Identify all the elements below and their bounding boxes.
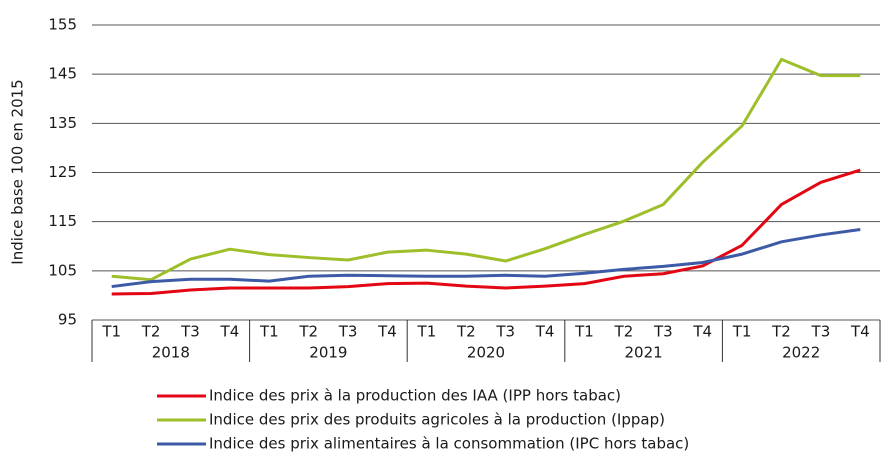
x-tick-label: T3 bbox=[180, 323, 200, 341]
x-tick-label: T4 bbox=[220, 323, 240, 341]
legend-label: Indice des prix alimentaires à la consom… bbox=[209, 435, 689, 453]
x-tick-label: T2 bbox=[298, 323, 318, 341]
x-tick-label: T4 bbox=[692, 323, 712, 341]
year-label: 2019 bbox=[309, 344, 347, 362]
y-axis-label: Indice base 100 en 2015 bbox=[9, 79, 27, 264]
x-tick-label: T1 bbox=[732, 323, 752, 341]
y-tick-label: 145 bbox=[48, 65, 77, 83]
year-label: 2021 bbox=[625, 344, 663, 362]
x-tick-label: T2 bbox=[141, 323, 161, 341]
series-line bbox=[111, 168, 861, 296]
year-label: 2020 bbox=[467, 344, 505, 362]
x-tick-label: T4 bbox=[377, 323, 397, 341]
y-tick-label: 125 bbox=[48, 163, 77, 181]
x-tick-label: T1 bbox=[101, 323, 121, 341]
x-tick-label: T2 bbox=[771, 323, 791, 341]
legend-label: Indice des prix à la production des IAA … bbox=[209, 387, 621, 405]
y-tick-label: 105 bbox=[48, 261, 77, 279]
x-tick-label: T3 bbox=[338, 323, 358, 341]
legend-label: Indice des prix des produits agricoles à… bbox=[209, 411, 665, 429]
year-label: 2022 bbox=[782, 344, 820, 362]
y-tick-label: 155 bbox=[48, 16, 77, 34]
year-label: 2018 bbox=[152, 344, 190, 362]
x-tick-label: T4 bbox=[535, 323, 555, 341]
x-tick-label: T2 bbox=[456, 323, 476, 341]
series-line bbox=[111, 57, 861, 282]
y-tick-label: 115 bbox=[48, 212, 77, 230]
x-tick-label: T1 bbox=[417, 323, 437, 341]
x-tick-label: T3 bbox=[495, 323, 515, 341]
x-tick-label: T2 bbox=[614, 323, 634, 341]
x-tick-label: T1 bbox=[259, 323, 279, 341]
series-line bbox=[111, 228, 861, 289]
y-tick-label: 95 bbox=[58, 311, 77, 329]
x-tick-label: T3 bbox=[811, 323, 831, 341]
x-tick-label: T1 bbox=[574, 323, 594, 341]
x-tick-label: T3 bbox=[653, 323, 673, 341]
x-tick-label: T4 bbox=[850, 323, 870, 341]
y-tick-label: 135 bbox=[48, 114, 77, 132]
